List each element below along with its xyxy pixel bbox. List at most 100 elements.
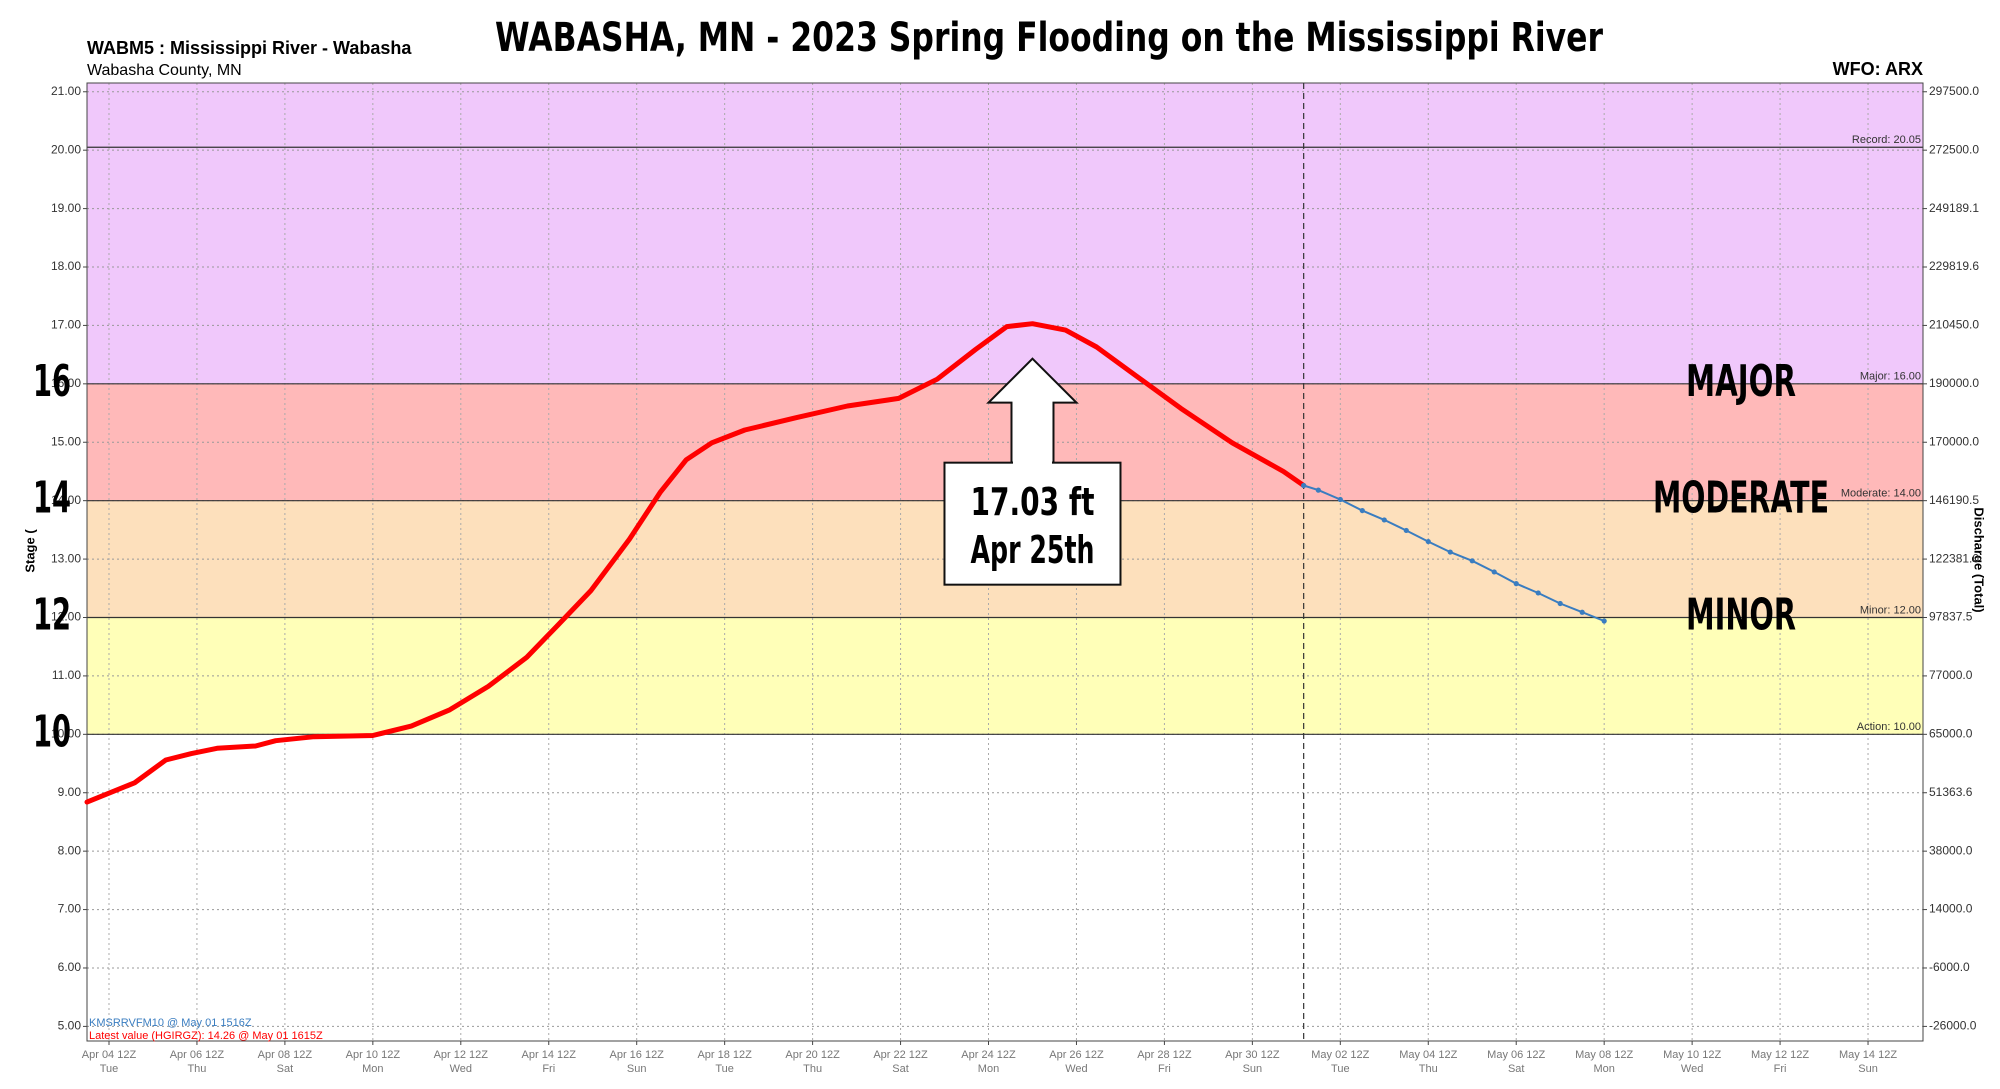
x-tick-day: Sun: [1858, 1063, 1878, 1075]
county: Wabasha County, MN: [87, 62, 242, 79]
forecast-point: [1447, 549, 1453, 555]
x-tick-day: Mon: [362, 1063, 383, 1075]
y2-tick-label: 272500.0: [1929, 142, 1979, 156]
x-tick-day: Sun: [1243, 1063, 1263, 1075]
x-tick-label: May 02 12Z: [1311, 1049, 1369, 1061]
x-tick-day: Sat: [892, 1063, 909, 1075]
y-tick-label: 5.00: [58, 1019, 82, 1033]
x-tick-day: Thu: [187, 1063, 206, 1075]
threshold-label: Moderate: 14.00: [1841, 488, 1921, 500]
y-tick-label: 12.00: [51, 610, 81, 624]
stage-mark: 10: [33, 706, 71, 757]
category-label: MAJOR: [1686, 356, 1796, 407]
x-tick-day: Wed: [1681, 1063, 1703, 1075]
x-tick-day: Fri: [542, 1063, 555, 1075]
y2-tick-label: 229819.6: [1929, 259, 1979, 273]
x-tick-label: Apr 22 12Z: [873, 1049, 928, 1061]
y2-tick-label: 38000.0: [1929, 843, 1973, 857]
x-tick-day: Mon: [1593, 1063, 1614, 1075]
y2-tick-label: 210450.0: [1929, 318, 1979, 332]
chart-title: WABASHA, MN - 2023 Spring Flooding on th…: [495, 15, 1603, 61]
x-tick-label: May 06 12Z: [1487, 1049, 1545, 1061]
y2-tick-label: 14000.0: [1929, 902, 1973, 916]
y2-tick-label: 77000.0: [1929, 668, 1973, 682]
forecast-point: [1425, 538, 1431, 545]
annotation-cover: [1012, 460, 1052, 465]
x-tick-label: Apr 10 12Z: [346, 1049, 401, 1061]
y-tick-label: 18.00: [51, 259, 81, 273]
y-tick-label: 7.00: [58, 902, 82, 916]
x-tick-label: May 10 12Z: [1663, 1049, 1721, 1061]
x-tick-day: Tue: [100, 1063, 119, 1075]
y-tick-label: 21.00: [51, 84, 81, 98]
threshold-label: Minor: 12.00: [1860, 604, 1921, 616]
stage-mark: 12: [33, 589, 71, 640]
y2-tick-label: 97837.5: [1929, 610, 1973, 624]
y2-tick-label: 190000.0: [1929, 376, 1979, 390]
y2-tick-label: 297500.0: [1929, 84, 1979, 98]
x-tick-label: Apr 26 12Z: [1049, 1049, 1104, 1061]
note: KMSRRVFM10 @ May 01 1516Z: [89, 1017, 252, 1029]
threshold-label: Action: 10.00: [1857, 721, 1921, 733]
y-tick-label: 19.00: [51, 201, 81, 215]
forecast-point: [1491, 569, 1497, 575]
forecast-point: [1381, 517, 1387, 523]
y2-tick-label: 146190.5: [1929, 493, 1979, 507]
x-tick-label: Apr 24 12Z: [961, 1049, 1016, 1061]
y-tick-label: 17.00: [51, 318, 81, 332]
x-tick-label: Apr 18 12Z: [697, 1049, 752, 1061]
forecast-point: [1337, 496, 1343, 503]
y2-axis-label: Discharge (Total): [1972, 507, 1987, 612]
annotation-text: Apr 25th: [970, 528, 1094, 572]
y-tick-label: 10.00: [51, 726, 81, 740]
forecast-point: [1535, 590, 1541, 596]
x-tick-label: Apr 14 12Z: [522, 1049, 577, 1061]
annotation-text: 17.03 ft: [970, 480, 1094, 524]
x-tick-day: Mon: [978, 1063, 999, 1075]
x-tick-label: Apr 16 12Z: [609, 1049, 664, 1061]
y-tick-label: 16.00: [51, 376, 81, 390]
x-tick-day: Fri: [1774, 1063, 1787, 1075]
y-tick-label: 13.00: [51, 551, 81, 565]
y2-tick-label: 65000.0: [1929, 726, 1973, 740]
stage-mark: 14: [33, 473, 71, 524]
threshold-label: Major: 16.00: [1860, 371, 1921, 383]
forecast-point: [1557, 600, 1563, 607]
y2-tick-label: 170000.0: [1929, 434, 1979, 448]
x-tick-day: Wed: [450, 1063, 472, 1075]
category-label: MINOR: [1686, 589, 1796, 640]
x-tick-label: Apr 12 12Z: [434, 1049, 489, 1061]
y-tick-label: 6.00: [58, 960, 82, 974]
stage-mark: 16: [33, 356, 71, 407]
x-tick-label: Apr 28 12Z: [1137, 1049, 1192, 1061]
forecast-point: [1513, 581, 1519, 587]
x-tick-day: Fri: [1158, 1063, 1171, 1075]
x-tick-label: Apr 08 12Z: [258, 1049, 313, 1061]
category-label: MODERATE: [1653, 473, 1829, 524]
forecast-point: [1601, 618, 1607, 624]
threshold-label: Record: 20.05: [1852, 134, 1921, 146]
y2-tick-label: 51363.6: [1929, 785, 1973, 799]
flood-band: [87, 83, 1923, 384]
forecast-point: [1469, 558, 1475, 564]
x-tick-day: Sat: [1508, 1063, 1525, 1075]
forecast-point: [1359, 507, 1365, 514]
y-tick-label: 8.00: [58, 843, 82, 857]
x-tick-label: May 08 12Z: [1575, 1049, 1633, 1061]
series-line: [84, 321, 1307, 805]
x-tick-day: Tue: [715, 1063, 734, 1075]
y2-tick-label: -26000.0: [1929, 1019, 1977, 1033]
x-tick-label: Apr 20 12Z: [785, 1049, 840, 1061]
x-tick-day: Sat: [277, 1063, 294, 1075]
forecast-point: [1315, 487, 1321, 493]
y2-tick-label: -6000.0: [1929, 960, 1970, 974]
forecast-point: [1403, 527, 1409, 534]
y-axis-label: Stage (: [22, 529, 37, 573]
forecast-point: [1579, 609, 1585, 615]
y2-tick-label: 249189.1: [1929, 201, 1979, 215]
forecast-point: [1301, 482, 1307, 489]
plot-frame: [86, 82, 1924, 1042]
y-tick-label: 15.00: [51, 434, 81, 448]
x-tick-day: Wed: [1065, 1063, 1087, 1075]
